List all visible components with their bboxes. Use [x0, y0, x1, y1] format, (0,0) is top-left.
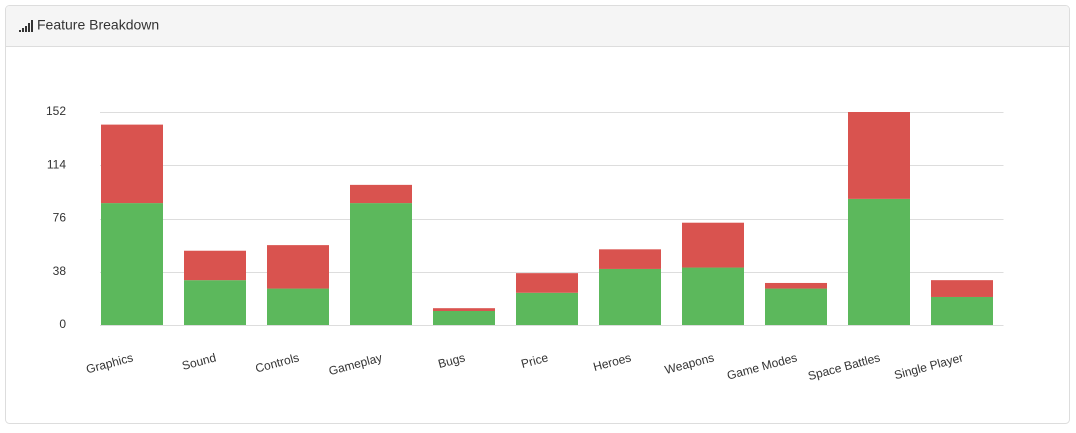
- bar-segment: [267, 288, 329, 325]
- bar-segment: [599, 268, 661, 325]
- bar-segment: [350, 184, 412, 204]
- x-tick-label: Price: [520, 350, 550, 371]
- x-tick-label: Bugs: [437, 350, 467, 371]
- y-tick-label: 38: [53, 264, 67, 278]
- bar-segment: [931, 280, 993, 297]
- bar-segment: [184, 250, 246, 281]
- bar-segment: [848, 112, 910, 199]
- y-tick-label: 0: [59, 317, 66, 331]
- bar-segment: [267, 245, 329, 289]
- bar-segment: [516, 273, 578, 293]
- y-tick-label: 76: [53, 211, 67, 225]
- y-tick-label: 114: [47, 157, 66, 171]
- bar-segment: [682, 222, 744, 268]
- bar-segment: [433, 308, 495, 311]
- panel-header: [6, 6, 1069, 46]
- bar-segment: [350, 203, 412, 325]
- bar-segment: [101, 203, 163, 325]
- bar-segment: [848, 198, 910, 325]
- bar-segment: [599, 249, 661, 269]
- y-tick-label: 152: [46, 104, 66, 118]
- signal-icon: [19, 20, 33, 32]
- bar-segment: [765, 282, 827, 289]
- bar-segment: [931, 296, 993, 325]
- bar-segment: [433, 310, 495, 325]
- bar-segment: [516, 292, 578, 325]
- chart-title: Feature Breakdown: [37, 17, 159, 33]
- bar-segment: [101, 124, 163, 204]
- bar-segment: [682, 267, 744, 325]
- bar-segment: [184, 280, 246, 325]
- bar-segment: [765, 288, 827, 325]
